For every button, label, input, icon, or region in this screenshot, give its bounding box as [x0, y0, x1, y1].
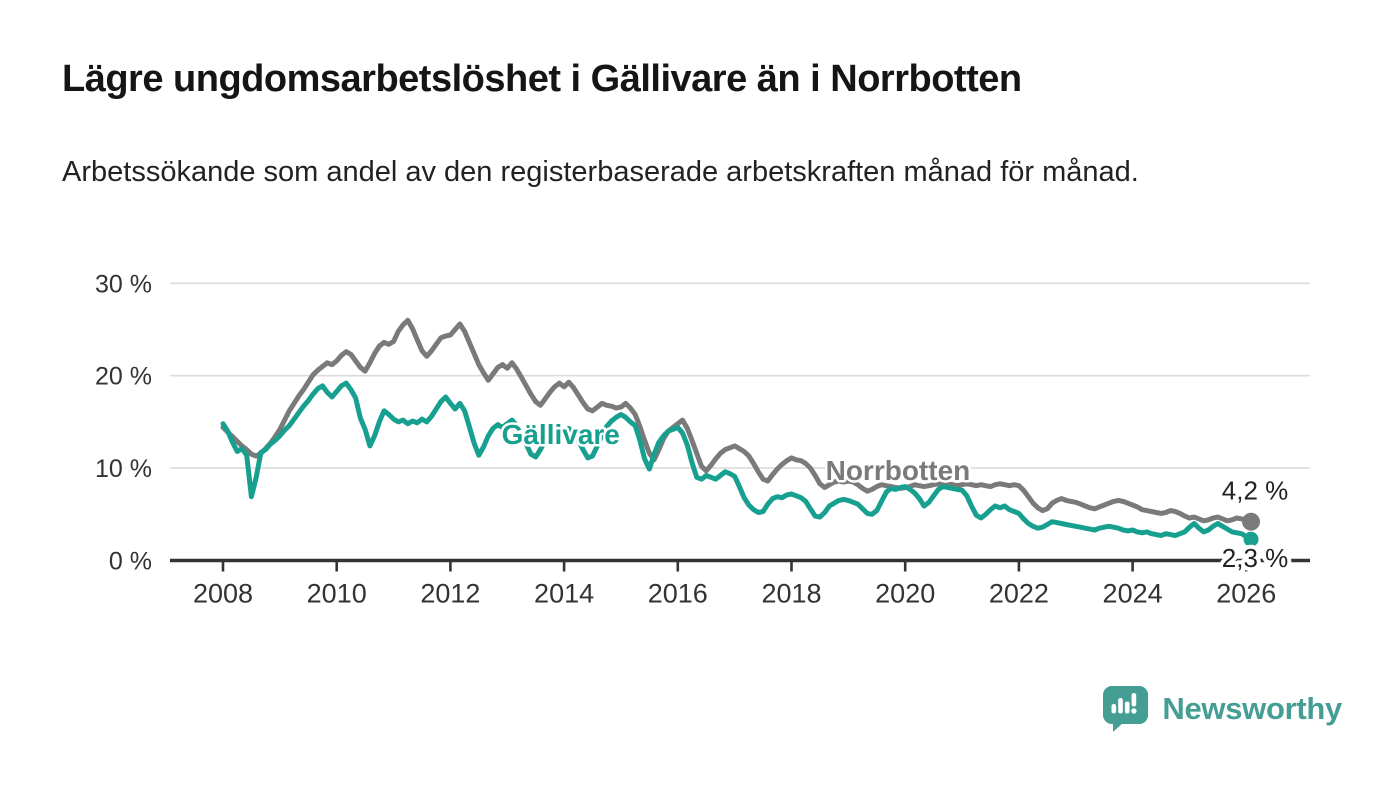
x-tick-label-2020: 2020 [875, 579, 935, 609]
x-tick-label-2016: 2016 [648, 579, 708, 609]
end-dot-gällivare [1243, 531, 1259, 547]
x-tick-label-2018: 2018 [761, 579, 821, 609]
end-label-norrbotten: 4,2 % [1222, 476, 1289, 506]
x-tick-label-2022: 2022 [989, 579, 1049, 609]
series-label-gällivare: Gällivare [502, 419, 620, 450]
series-label-norrbotten: Norrbotten [826, 455, 971, 486]
series-line-norrbotten [220, 317, 1254, 525]
newsworthy-logo: Newsworthy [1101, 685, 1342, 733]
chart-subtitle: Arbetssökande som andel av den registerb… [62, 156, 1139, 188]
end-label-gällivare: 2,3 % [1222, 543, 1289, 573]
newsworthy-logo-icon [1103, 686, 1149, 732]
series-line-gällivare [220, 380, 1254, 542]
newsworthy-logo-text: Newsworthy [1162, 691, 1342, 726]
page-title: Lägre ungdomsarbetslöshet i Gällivare än… [62, 58, 1022, 100]
x-tick-label-2008: 2008 [193, 579, 253, 609]
end-dot-norrbotten [1242, 512, 1261, 531]
y-tick-label-0: 0 % [109, 548, 152, 576]
logo-bar-chart-glyph [1111, 693, 1137, 714]
y-tick-label-20: 20 % [95, 363, 152, 391]
x-tick-label-2024: 2024 [1103, 579, 1163, 609]
x-tick-label-2026: 2026 [1216, 579, 1276, 609]
x-tick-label-2010: 2010 [307, 579, 367, 609]
x-tick-label-2014: 2014 [534, 579, 594, 609]
y-tick-label-10: 10 % [95, 455, 152, 483]
x-tick-label-2012: 2012 [420, 579, 480, 609]
y-tick-label-30: 30 % [95, 270, 152, 298]
